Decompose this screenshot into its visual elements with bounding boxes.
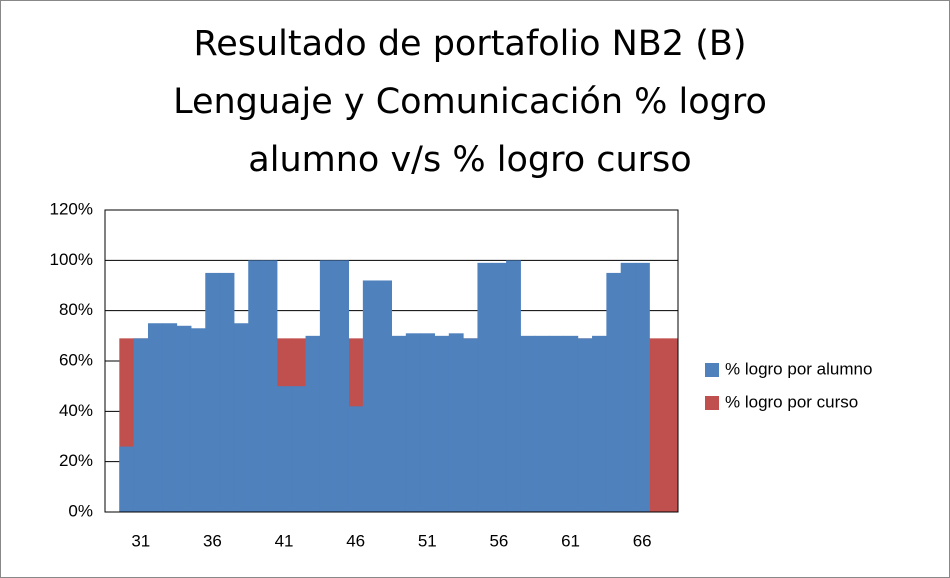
y-tick-label: 120%	[50, 199, 93, 218]
x-tick-label: 31	[131, 531, 150, 550]
bar	[233, 323, 249, 512]
bar	[563, 335, 579, 512]
bar	[190, 328, 206, 512]
bar	[506, 260, 521, 512]
chart-title: Lenguaje y Comunicación % logro	[173, 82, 767, 122]
legend-label: % logro por curso	[725, 392, 858, 411]
bar	[577, 338, 593, 512]
bar	[348, 406, 364, 512]
bar	[534, 335, 550, 512]
legend-label: % logro por alumno	[725, 359, 872, 378]
bar	[434, 335, 450, 512]
y-tick-label: 100%	[50, 250, 93, 269]
bar	[276, 386, 292, 512]
bar	[133, 338, 149, 512]
y-tick-label: 80%	[59, 300, 93, 319]
chart-title: Resultado de portafolio NB2 (B)	[193, 24, 746, 64]
bar	[248, 260, 264, 512]
bar	[520, 335, 536, 512]
x-tick-label: 46	[346, 531, 365, 550]
bar	[176, 325, 192, 512]
y-tick-label: 20%	[59, 451, 93, 470]
bar	[592, 335, 607, 512]
y-tick-label: 60%	[59, 350, 93, 369]
x-tick-label: 41	[275, 531, 294, 550]
bar	[334, 260, 350, 512]
bar	[663, 338, 679, 512]
bar	[463, 338, 478, 512]
bar	[319, 260, 335, 512]
plot-frame	[104, 209, 679, 513]
bar	[420, 333, 435, 512]
x-tick-label: 66	[633, 531, 652, 550]
legend-swatch	[705, 363, 719, 377]
bar	[162, 323, 178, 512]
x-tick-label: 51	[418, 531, 437, 550]
x-tick-label: 36	[203, 531, 222, 550]
bar	[305, 335, 321, 512]
bar	[477, 262, 493, 512]
bar	[491, 262, 507, 512]
bar	[147, 323, 163, 512]
bar	[448, 333, 464, 512]
y-tick-label: 0%	[68, 501, 93, 520]
chart-title: alumno v/s % logro curso	[248, 140, 691, 180]
bar	[119, 446, 135, 512]
x-tick-label: 61	[561, 531, 580, 550]
x-tick-label: 56	[489, 531, 508, 550]
y-tick-label: 40%	[59, 401, 93, 420]
legend-swatch	[705, 396, 719, 410]
bar	[377, 280, 392, 512]
bar	[205, 272, 221, 512]
bar	[649, 338, 665, 512]
bar	[606, 272, 622, 512]
bar	[291, 386, 307, 512]
bar	[219, 272, 235, 512]
bar	[405, 333, 421, 512]
bar	[391, 335, 407, 512]
bar	[620, 262, 636, 512]
bar	[362, 280, 378, 512]
bar	[635, 262, 650, 512]
bar	[262, 260, 278, 512]
bar	[549, 335, 564, 512]
